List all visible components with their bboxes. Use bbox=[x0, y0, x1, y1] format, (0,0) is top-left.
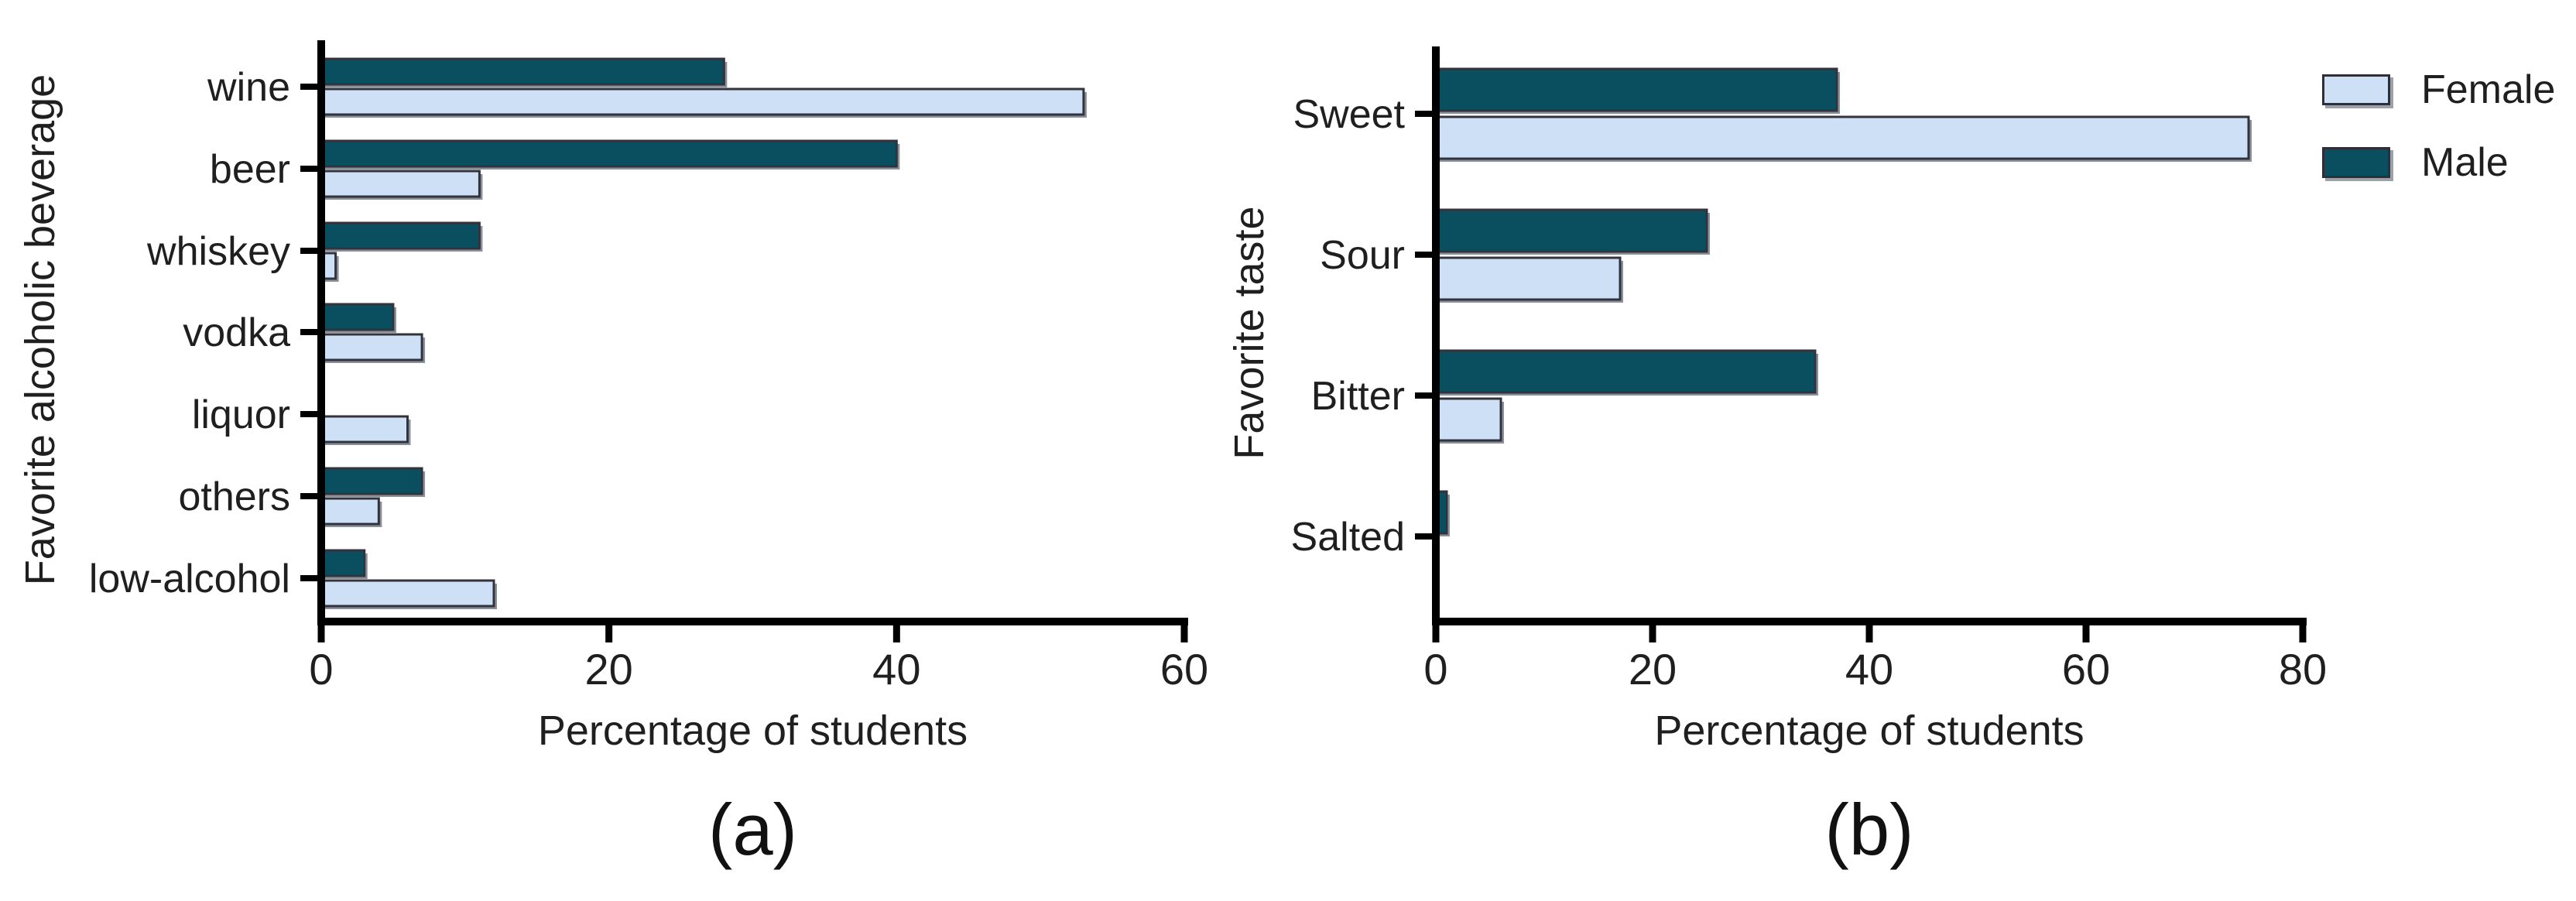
bar-female-Bitter bbox=[1434, 397, 1502, 442]
category-label-beer: beer bbox=[210, 147, 290, 192]
category-label-Salted: Salted bbox=[1291, 515, 1405, 560]
category-label-Sour: Sour bbox=[1320, 233, 1405, 278]
bar-male-wine bbox=[320, 57, 725, 86]
category-label-liquor: liquor bbox=[192, 392, 290, 437]
chart-b-y-axis-title: Favorite taste bbox=[1226, 206, 1273, 459]
x-tick-label-0: 0 bbox=[309, 645, 333, 694]
bar-male-beer bbox=[320, 139, 898, 168]
x-tick-label-20: 20 bbox=[1629, 645, 1677, 694]
legend-item-female: Female bbox=[2322, 70, 2555, 110]
bar-female-Sour bbox=[1434, 256, 1622, 301]
bar-female-Sweet bbox=[1434, 115, 2250, 160]
bar-female-beer bbox=[320, 170, 481, 198]
legend: Female Male bbox=[2322, 70, 2555, 215]
caption-b: (b) bbox=[1825, 789, 1914, 870]
bar-female-low-alcohol bbox=[320, 579, 495, 608]
legend-label-female: Female bbox=[2421, 67, 2556, 112]
x-tick-label-40: 40 bbox=[872, 645, 920, 694]
chart-b: Sweet Sour Bitter Salted 0 20 40 60 80 Percentage… bbox=[1226, 46, 2327, 870]
caption-a: (a) bbox=[708, 789, 797, 870]
category-label-Sweet: Sweet bbox=[1293, 92, 1405, 137]
x-tick-label-60: 60 bbox=[2062, 645, 2110, 694]
category-label-vodka: vodka bbox=[183, 310, 290, 355]
category-label-low-alcohol: low-alcohol bbox=[89, 557, 290, 601]
bar-male-others bbox=[320, 467, 423, 495]
bar-male-low-alcohol bbox=[320, 549, 366, 577]
chart-a-y-axis-title: Favorite alcoholic beverage bbox=[17, 74, 63, 585]
chart-b-x-axis-title: Percentage of students bbox=[1654, 707, 2084, 754]
category-label-others: others bbox=[178, 474, 290, 519]
category-label-whiskey: whiskey bbox=[146, 229, 290, 274]
bar-male-Bitter bbox=[1434, 349, 1817, 394]
bar-female-wine bbox=[320, 87, 1085, 116]
legend-item-male: Male bbox=[2322, 142, 2555, 183]
x-tick-label-60: 60 bbox=[1160, 645, 1208, 694]
x-tick-label-0: 0 bbox=[1423, 645, 1447, 694]
bar-female-others bbox=[320, 497, 380, 526]
bar-male-vodka bbox=[320, 303, 395, 331]
bar-female-vodka bbox=[320, 333, 423, 361]
legend-swatch-female bbox=[2322, 74, 2390, 105]
x-tick-label-80: 80 bbox=[2279, 645, 2327, 694]
bar-male-Sweet bbox=[1434, 67, 1838, 112]
x-tick-label-40: 40 bbox=[1845, 645, 1893, 694]
legend-label-male: Male bbox=[2421, 140, 2509, 185]
chart-a: wine beer whiskey vodka liquor others low-alco… bbox=[17, 40, 1208, 870]
bar-female-liquor bbox=[320, 415, 409, 444]
category-label-Bitter: Bitter bbox=[1311, 374, 1405, 419]
chart-a-x-axis-title: Percentage of students bbox=[538, 707, 968, 754]
bar-male-Sour bbox=[1434, 208, 1708, 253]
bar-male-whiskey bbox=[320, 221, 481, 250]
legend-swatch-male bbox=[2322, 147, 2390, 178]
category-label-wine: wine bbox=[207, 65, 290, 110]
x-tick-label-20: 20 bbox=[585, 645, 633, 694]
